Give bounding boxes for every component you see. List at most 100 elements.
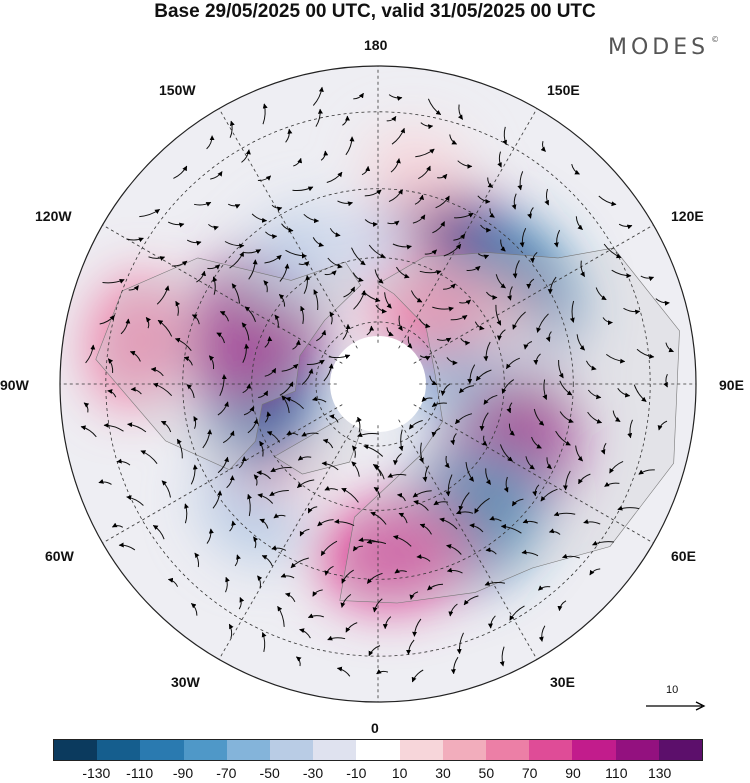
wind-arrow [210,171,223,180]
wind-arrow [256,470,271,480]
wind-arrow [640,275,655,282]
wind-arrow [487,615,496,629]
wind-arrow [345,136,355,156]
wind-arrow [297,479,315,488]
wind-arrow [519,227,527,248]
colorbar-ticks: -130 -110 -90 -70 -50 -30 -10 10 30 50 70 90 110 130 [0,765,750,783]
wind-arrow [374,269,384,284]
wind-arrow [150,366,164,377]
wind-arrow [126,237,144,243]
wind-arrow [499,646,505,667]
meridian-line [398,97,544,349]
wind-arrow [247,493,252,517]
wind-arrow [193,416,199,429]
wind-arrow [206,135,215,150]
wind-arrow [224,241,245,249]
colorbar-cell [399,740,443,760]
wind-arrow [500,239,506,252]
wind-arrow [503,476,509,493]
wind-arrow [481,435,488,446]
colorbar-cell [572,740,616,760]
wind-arrow [445,474,453,497]
wind-arrow [118,542,136,551]
colorbar-cell [615,740,659,760]
wind-arrow [368,244,386,259]
wind-arrow [595,287,607,301]
wind-arrow [316,329,327,342]
wind-arrow [229,120,235,138]
wind-arrow [259,518,269,529]
colorbar-tick-label: 130 [647,765,672,781]
wind-arrow [527,207,534,219]
wind-arrow [328,354,351,360]
wind-arrow [548,528,561,535]
wind-arrow [128,285,139,291]
wind-arrow [511,498,524,507]
wind-arrow [501,379,515,394]
wind-arrow [555,430,571,446]
graticule [60,66,696,702]
wind-arrow [320,540,338,557]
wind-arrow [416,554,431,562]
wind-arrow [489,208,495,218]
anomaly-core [341,230,392,269]
wind-arrow [479,412,489,432]
wind-arrow [655,298,670,306]
wind-arrow [627,419,633,439]
wind-arrow [397,315,403,332]
wind-arrow [327,257,343,269]
wind-arrow [457,104,464,120]
wind-arrow [480,224,492,233]
wind-arrow [432,221,445,234]
wind-arrow [609,460,624,474]
wind-arrow [351,461,360,477]
wind-arrow [317,519,334,527]
wind-arrow [474,321,485,331]
wind-arrow [386,115,397,122]
wind-arrow [219,311,229,322]
wind-arrow [312,86,324,106]
wind-arrow [257,493,274,504]
wind-arrow [241,322,250,341]
wind-arrow [83,402,90,413]
wind-arrow [234,554,241,567]
wind-arrow [602,317,613,326]
wind-arrow [446,567,463,574]
wind-arrow [499,444,513,462]
brand-mark: © [711,35,720,44]
colorbar-cell [226,740,271,760]
wind-arrow [243,406,255,416]
wind-arrow [285,128,293,143]
wind-arrow [611,269,632,279]
wind-arrow [636,348,655,359]
wind-arrow [603,243,622,259]
wind-arrow [127,422,147,433]
colorbar-tick-label: -70 [216,765,237,781]
wind-arrow [341,487,359,503]
wind-arrow [244,306,256,322]
wind-arrow [469,523,484,533]
wind-arrow [145,317,151,329]
wind-arrow [390,158,401,173]
wind-arrow [484,580,506,586]
wind-arrow [323,363,334,382]
wind-arrow [353,92,364,100]
wind-arrow [545,331,552,342]
wind-arrow [229,251,244,269]
wind-arrow [489,515,502,522]
colorbar-cell [54,740,98,760]
wind-arrow [512,260,520,279]
wind-arrow [148,256,166,261]
wind-arrow [477,195,491,205]
wind-arrow [253,536,259,549]
wind-arrow [431,401,447,408]
wind-arrow [429,375,438,386]
wind-arrow [98,478,112,485]
wind-arrow [592,540,615,546]
wind-arrow [542,379,548,400]
wind-arrow [363,444,384,457]
wind-arrow [270,466,292,473]
wind-arrow [427,98,442,116]
wind-arrow [269,489,289,497]
wind-arrow [502,126,507,146]
